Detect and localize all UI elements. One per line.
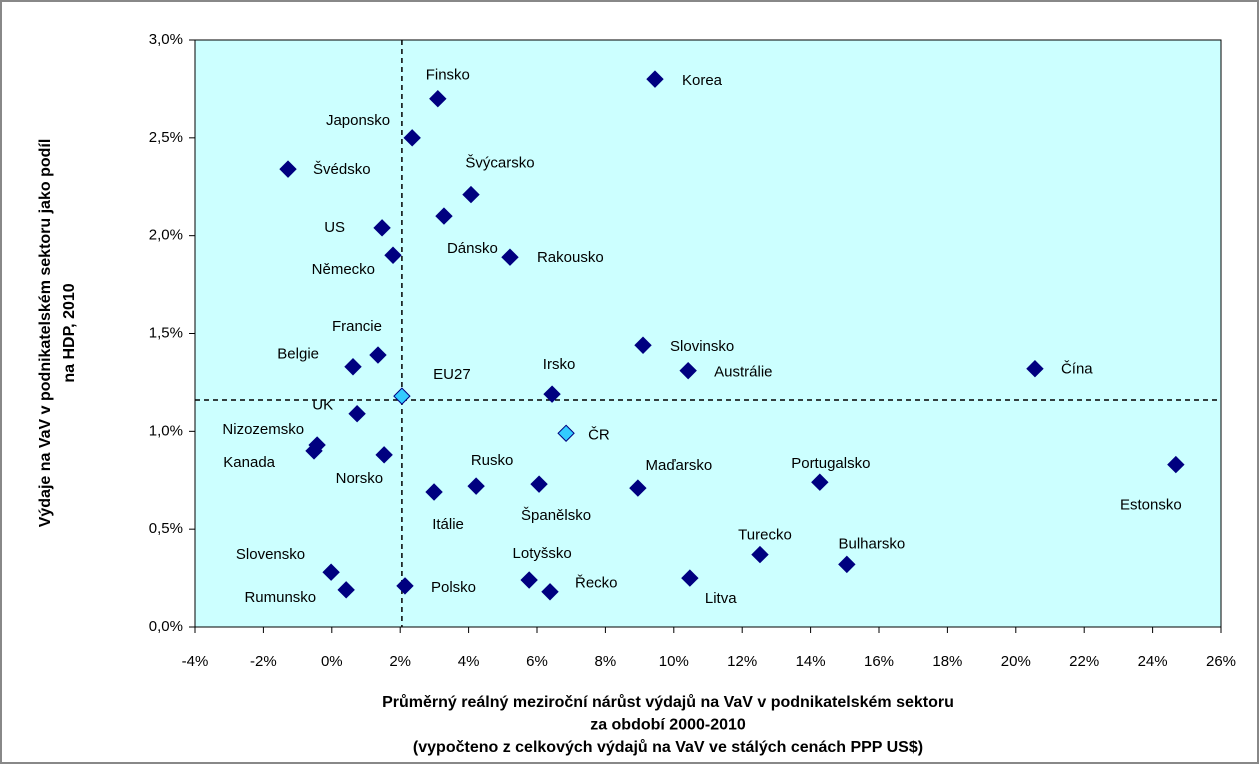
point-label: Francie	[332, 318, 382, 335]
point	[375, 446, 393, 464]
point	[435, 207, 453, 225]
point	[557, 424, 575, 442]
point	[373, 219, 391, 237]
point-label: Norsko	[336, 470, 384, 487]
point-label: Estonsko	[1120, 497, 1182, 514]
point-label: Bulharsko	[839, 535, 906, 552]
x-tick-label: -4%	[182, 653, 209, 670]
point-label: ČR	[588, 426, 610, 443]
point-label: Německo	[312, 261, 375, 278]
x-tick-label: 8%	[595, 653, 617, 670]
point	[838, 555, 856, 574]
point	[322, 563, 340, 581]
point-label: Litva	[705, 590, 737, 607]
point-label: Maďarsko	[646, 457, 713, 474]
point-label: Korea	[682, 72, 723, 89]
y-tick-label: 2,0%	[149, 227, 183, 244]
x-tick-label: 14%	[796, 653, 826, 670]
point	[811, 473, 829, 491]
x-tick-label: 18%	[932, 653, 962, 670]
point-label: Švýcarsko	[465, 155, 534, 172]
x-tick-label: 20%	[1001, 653, 1031, 670]
y-tick-label: 1,0%	[149, 422, 183, 439]
point-label: Belgie	[277, 346, 319, 363]
point	[393, 387, 411, 405]
x-tick-label: 0%	[321, 653, 343, 670]
point-label: Turecko	[738, 527, 792, 544]
point-label: Lotyšsko	[513, 545, 572, 562]
point-label: Portugalsko	[791, 455, 870, 472]
x-tick-label: 22%	[1069, 653, 1099, 670]
point-label: Španělsko	[521, 507, 591, 524]
y-tick-label: 0,5%	[149, 520, 183, 537]
point	[337, 581, 355, 599]
point	[629, 479, 647, 497]
point-label: Irsko	[543, 356, 576, 373]
y-tick-label: 1,5%	[149, 324, 183, 341]
point-label: Dánsko	[447, 240, 498, 257]
point-label: Rusko	[471, 452, 514, 469]
point	[403, 129, 421, 147]
y-tick-label: 0,0%	[149, 618, 183, 635]
point-label: Itálie	[432, 516, 464, 533]
x-tick-label: 6%	[526, 653, 548, 670]
point-label: Čína	[1061, 361, 1093, 378]
point-label: Nizozemsko	[222, 421, 304, 438]
point-label: UK	[312, 397, 333, 414]
point	[425, 483, 443, 501]
x-axis-label: Průměrný reálný meziroční nárůst výdajů …	[382, 694, 954, 711]
point-label: Polsko	[431, 579, 476, 596]
point	[646, 70, 664, 88]
point	[462, 185, 480, 204]
point-label: Slovensko	[236, 546, 305, 563]
x-tick-label: 24%	[1138, 653, 1168, 670]
x-tick-label: 2%	[389, 653, 411, 670]
point-label: Rakousko	[537, 249, 604, 266]
point-label: EU27	[433, 366, 471, 383]
point	[369, 346, 387, 364]
point-label: Řecko	[575, 575, 618, 592]
point	[530, 475, 548, 493]
point	[384, 246, 402, 264]
point	[429, 89, 447, 108]
point	[679, 361, 697, 380]
x-axis-label: za období 2000-2010	[590, 717, 746, 734]
point	[1026, 360, 1044, 378]
point	[751, 545, 769, 564]
point	[543, 385, 561, 403]
x-axis-label: (vypočteno z celkových výdajů na VaV ve …	[413, 739, 923, 756]
y-tick-label: 3,0%	[149, 31, 183, 48]
point-label: Švédsko	[313, 161, 371, 178]
point-label: Japonsko	[326, 112, 390, 129]
point	[348, 405, 366, 423]
point-label: Rumunsko	[244, 589, 316, 606]
point	[501, 248, 519, 266]
point	[305, 442, 323, 460]
point	[1167, 455, 1185, 474]
point	[681, 569, 699, 587]
x-tick-label: 26%	[1206, 653, 1236, 670]
y-tick-label: 2,5%	[149, 129, 183, 146]
point	[467, 477, 485, 495]
point	[634, 336, 652, 354]
point	[541, 583, 559, 601]
point	[344, 358, 362, 376]
point-label: Austrálie	[714, 364, 772, 381]
y-axis-label: Výdaje na VaV v podnikatelském sektoru j…	[37, 139, 54, 528]
point	[520, 571, 538, 589]
point-label: Finsko	[426, 67, 470, 84]
x-tick-label: 12%	[727, 653, 757, 670]
y-axis-label: na HDP, 2010	[61, 283, 78, 382]
point-label: US	[324, 219, 345, 236]
point-label: Kanada	[223, 454, 275, 471]
point	[279, 160, 297, 178]
point-label: Slovinsko	[670, 338, 734, 355]
x-tick-label: 10%	[659, 653, 689, 670]
x-tick-label: 4%	[458, 653, 480, 670]
x-tick-label: -2%	[250, 653, 277, 670]
plot-area	[194, 39, 1222, 628]
point	[396, 577, 414, 595]
x-tick-label: 16%	[864, 653, 894, 670]
